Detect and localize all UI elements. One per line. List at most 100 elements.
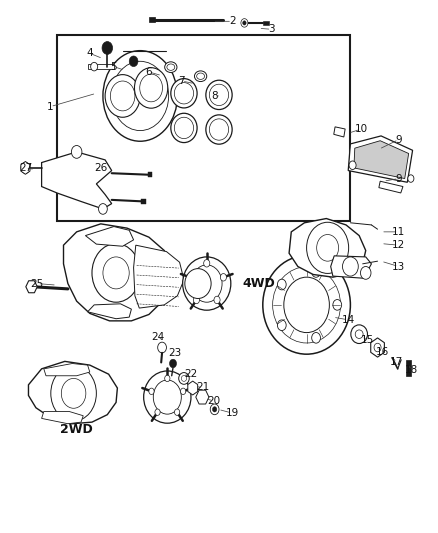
Circle shape: [91, 62, 98, 71]
Ellipse shape: [351, 325, 367, 344]
Circle shape: [170, 359, 177, 368]
Circle shape: [343, 257, 358, 276]
Text: 4WD: 4WD: [242, 277, 275, 290]
Ellipse shape: [165, 62, 177, 72]
Circle shape: [165, 375, 170, 382]
Text: 20: 20: [207, 396, 220, 406]
Text: 26: 26: [94, 163, 107, 173]
Polygon shape: [334, 127, 345, 137]
Text: 6: 6: [145, 67, 152, 77]
Text: 24: 24: [151, 332, 164, 342]
Text: 21: 21: [196, 383, 209, 392]
Circle shape: [220, 273, 226, 281]
Polygon shape: [354, 141, 409, 179]
Text: 2: 2: [229, 17, 236, 26]
Polygon shape: [88, 304, 131, 319]
Circle shape: [204, 260, 210, 267]
Circle shape: [180, 388, 186, 394]
Circle shape: [71, 146, 82, 158]
Text: 13: 13: [392, 262, 405, 271]
Ellipse shape: [171, 78, 197, 108]
Circle shape: [241, 19, 248, 27]
Text: 17: 17: [390, 358, 403, 367]
Circle shape: [243, 21, 246, 25]
Circle shape: [105, 75, 140, 117]
Text: 9: 9: [395, 174, 402, 183]
Text: 9: 9: [395, 135, 402, 144]
Polygon shape: [42, 411, 83, 424]
Text: 19: 19: [226, 408, 239, 418]
Text: 15: 15: [361, 335, 374, 344]
Polygon shape: [379, 181, 403, 193]
Ellipse shape: [194, 71, 207, 82]
Text: 18: 18: [405, 366, 418, 375]
Circle shape: [307, 222, 349, 273]
Circle shape: [277, 320, 286, 330]
Circle shape: [214, 296, 220, 304]
Circle shape: [312, 333, 321, 343]
Text: 27: 27: [19, 163, 32, 173]
Polygon shape: [289, 219, 366, 277]
Text: 3: 3: [268, 25, 275, 34]
Ellipse shape: [171, 114, 197, 143]
Ellipse shape: [185, 269, 211, 298]
Circle shape: [103, 51, 177, 141]
Circle shape: [210, 404, 219, 415]
Circle shape: [155, 409, 160, 415]
Polygon shape: [64, 224, 171, 321]
Polygon shape: [331, 256, 371, 278]
Polygon shape: [134, 245, 184, 308]
Polygon shape: [44, 364, 90, 376]
Polygon shape: [85, 227, 134, 246]
Circle shape: [174, 409, 180, 415]
Polygon shape: [406, 360, 411, 376]
Text: 8: 8: [211, 91, 218, 101]
Ellipse shape: [263, 255, 350, 354]
Polygon shape: [88, 64, 114, 69]
Circle shape: [193, 296, 199, 304]
Text: 14: 14: [342, 315, 355, 325]
Text: 12: 12: [392, 240, 405, 250]
Circle shape: [212, 407, 217, 412]
Polygon shape: [26, 281, 37, 293]
Circle shape: [51, 366, 96, 421]
Ellipse shape: [179, 373, 189, 384]
Text: 7: 7: [178, 76, 185, 86]
Polygon shape: [42, 152, 112, 209]
Polygon shape: [28, 361, 117, 424]
Ellipse shape: [144, 371, 191, 423]
Circle shape: [284, 277, 329, 333]
Ellipse shape: [206, 80, 232, 110]
Polygon shape: [148, 172, 152, 177]
Circle shape: [277, 279, 286, 290]
Circle shape: [360, 266, 371, 279]
Ellipse shape: [183, 257, 231, 310]
Polygon shape: [263, 21, 269, 25]
Text: 1: 1: [47, 102, 54, 111]
Circle shape: [149, 388, 154, 394]
Text: 25: 25: [31, 279, 44, 288]
Text: 22: 22: [184, 369, 197, 379]
Text: 11: 11: [392, 227, 405, 237]
Polygon shape: [149, 17, 155, 22]
Circle shape: [408, 175, 414, 182]
Polygon shape: [348, 136, 413, 182]
Text: 5: 5: [110, 62, 117, 71]
Polygon shape: [188, 381, 198, 395]
Circle shape: [99, 204, 107, 214]
Circle shape: [158, 342, 166, 353]
Ellipse shape: [206, 115, 232, 144]
Circle shape: [21, 163, 30, 173]
Circle shape: [191, 265, 222, 302]
Polygon shape: [141, 199, 146, 204]
Text: 4: 4: [86, 49, 93, 58]
Polygon shape: [196, 390, 209, 404]
Circle shape: [349, 161, 356, 169]
Circle shape: [333, 300, 342, 310]
Polygon shape: [21, 161, 30, 174]
Circle shape: [102, 42, 113, 54]
Circle shape: [187, 273, 193, 281]
Circle shape: [153, 380, 181, 414]
Text: 23: 23: [169, 348, 182, 358]
Circle shape: [92, 244, 140, 302]
